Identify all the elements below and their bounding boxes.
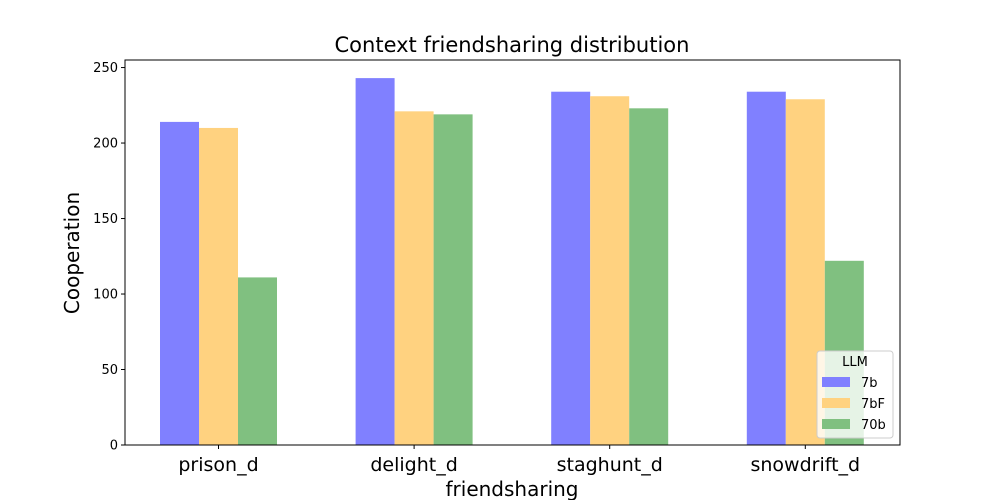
bar-70b-staghunt_d <box>629 108 669 446</box>
y-tick-label: 200 <box>93 137 118 152</box>
bar-7bF-prison_d <box>199 127 238 446</box>
x-axis-title: friendsharing <box>446 477 579 500</box>
legend-box <box>816 350 894 439</box>
legend-label-7b: 7b <box>861 376 878 391</box>
x-tick-label: delight_d <box>370 454 457 476</box>
y-tick-label: 0 <box>110 439 118 454</box>
y-axis: 0 50 100 150 200 250 <box>93 61 125 454</box>
legend-title: LLM <box>842 355 868 370</box>
legend-swatch-7b <box>822 377 850 387</box>
chart-title: Context friendsharing distribution <box>335 33 690 57</box>
y-tick-label: 50 <box>101 363 118 378</box>
plot-frame <box>124 59 901 446</box>
bar-70b-delight_d <box>433 114 473 446</box>
legend-label-7bF: 7bF <box>861 397 885 412</box>
x-tick-label: snowdrift_d <box>750 454 860 476</box>
legend: LLM 7b 7bF 70b <box>816 350 894 439</box>
bar-7bF-delight_d <box>394 111 434 445</box>
bar-7b-staghunt_d <box>551 91 591 446</box>
x-tick-label: staghunt_d <box>557 454 663 476</box>
x-axis: prison_d delight_d staghunt_d snowdrift_d <box>178 445 860 476</box>
y-tick-label: 100 <box>93 288 118 303</box>
legend-label-70b: 70b <box>861 418 886 433</box>
y-axis-title: Cooperation <box>60 192 84 314</box>
y-tick-label: 250 <box>93 61 118 76</box>
bar-7b-snowdrift_d <box>746 91 786 446</box>
bar-7bF-staghunt_d <box>590 96 630 445</box>
bar-7b-delight_d <box>355 78 395 445</box>
x-tick-label: prison_d <box>178 454 258 476</box>
legend-swatch-70b <box>822 419 850 429</box>
bar-7b-prison_d <box>160 121 199 445</box>
legend-swatch-7bF <box>822 398 850 408</box>
y-tick-label: 150 <box>93 212 118 227</box>
bar-70b-prison_d <box>238 277 277 445</box>
bars-group <box>160 78 864 446</box>
